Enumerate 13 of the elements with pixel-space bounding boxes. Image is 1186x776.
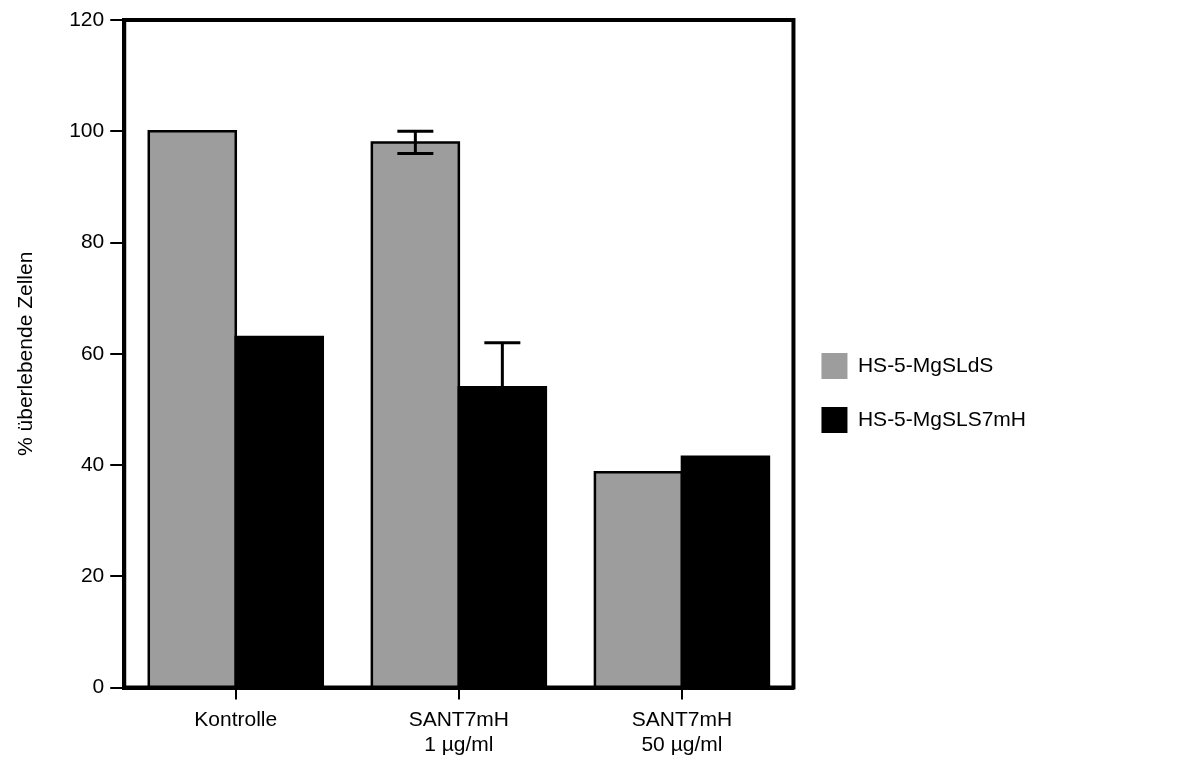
y-tick-label: 100	[69, 118, 105, 142]
x-tick-label: SANT7mH 50 µg/ml	[631, 707, 733, 756]
legend-label: HS-5-MgSLS7mH	[857, 406, 1027, 430]
y-tick-label: 60	[80, 340, 105, 364]
y-axis-title: % überlebende Zellen	[13, 251, 37, 456]
y-tick-label: 20	[80, 563, 105, 587]
x-tick-label: Kontrolle	[194, 707, 278, 730]
legend-label: HS-5-MgSLdS	[857, 352, 994, 376]
y-tick-label: 80	[80, 229, 105, 253]
y-tick-label: 0	[92, 674, 105, 698]
y-tick-label: 40	[80, 451, 105, 475]
y-tick-label: 120	[69, 6, 105, 30]
x-tick-label: SANT7mH 1 µg/ml	[408, 707, 510, 756]
